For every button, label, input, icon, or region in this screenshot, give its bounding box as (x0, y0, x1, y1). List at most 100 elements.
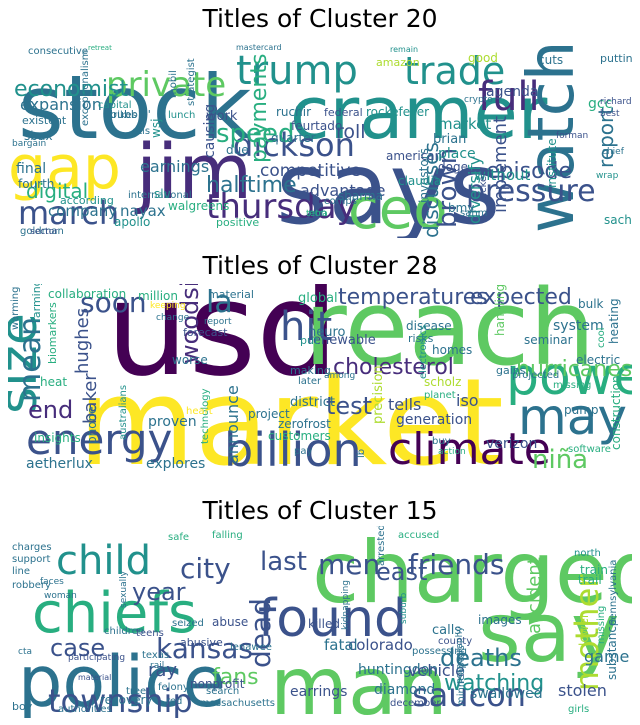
wordcloud-word: strategist (186, 58, 197, 106)
wordcloud-word: march (18, 194, 119, 232)
wordcloud-word: farming (30, 284, 43, 322)
wordcloud-word: soon (80, 286, 147, 319)
wordcloud-word: customers (268, 429, 331, 443)
wordcloud-word: goldman (20, 226, 64, 237)
wordcloud-word: watch (515, 41, 589, 233)
wordcloud-word: cholesterol (333, 355, 454, 380)
wordcloud-word: according (60, 194, 114, 207)
wordcloud-word: projected (512, 370, 559, 381)
wordcloud-word: diversify (465, 156, 484, 224)
wordcloud-word: substance (605, 619, 619, 680)
wordcloud-word: mean (13, 317, 48, 402)
wordcloud-word: county (438, 636, 472, 647)
wordcloud-word: roll (336, 121, 366, 143)
wordcloud-word: episode (486, 159, 572, 184)
wordcloud-word: sahm (460, 208, 487, 219)
wordcloud-word: technology (200, 388, 211, 444)
wordcloud-word: texas (142, 650, 169, 661)
wordcloud-word: jim (134, 127, 252, 216)
wordcloud-word: electronics (418, 325, 429, 379)
wordcloud-word: gains (496, 364, 526, 377)
wordcloud-word: sector (30, 227, 58, 237)
wordcloud-word: economist (14, 77, 128, 102)
wordcloud-word: man (270, 640, 448, 718)
wordcloud-word: bulk (578, 297, 604, 311)
wordcloud-word: exceptionalism (80, 50, 91, 126)
wordcloud-word: men (318, 548, 380, 581)
wordcloud-word: market (78, 354, 504, 480)
wordcloud-word: amazon (376, 56, 420, 69)
wordcloud-word: planet (424, 390, 456, 401)
wordcloud-word: found (258, 589, 407, 649)
wordcloud-word: fourth (18, 177, 54, 191)
wordcloud-word: expected (470, 285, 572, 310)
wordcloud-word: quarter (271, 131, 316, 145)
wordcloud-word: size (8, 313, 49, 414)
wordcloud-word: homes (432, 343, 472, 357)
wordcloud-word: richard (600, 97, 632, 107)
wordcloud-word: mother (568, 574, 606, 691)
wordcloud-word: support (12, 554, 50, 565)
wordcloud-word: iso (456, 391, 479, 410)
wordcloud-word: remain (390, 45, 418, 54)
wordcloud-word: picked (478, 169, 489, 202)
wordcloud-word: robbery (12, 580, 51, 591)
chart-title: Titles of Cluster 28 (202, 251, 438, 280)
wordcloud-word: missing (553, 380, 591, 391)
wordcloud-word: teens (136, 628, 164, 639)
wordcloud-word: search (206, 686, 239, 697)
wordcloud-word: safe (168, 532, 189, 543)
wordcloud-word: child (56, 538, 151, 584)
wordcloud-word: pennsylvania (608, 560, 619, 626)
wordcloud-word: dickson (233, 126, 355, 164)
wordcloud-word: woodside (176, 284, 204, 364)
wordcloud-word: climate (388, 424, 551, 475)
wordcloud-word: existent (22, 114, 67, 127)
wordcloud-word: vehicle (408, 661, 465, 680)
wordcloud-word: system (553, 318, 604, 334)
wordcloud-word: software (568, 444, 611, 455)
wordcloud-word: heat (40, 375, 67, 389)
wordcloud-word: halftime (206, 173, 297, 198)
wordcloud-word: aetherlux (26, 456, 93, 472)
wordcloud-word: pump (564, 403, 599, 417)
wordcloud-word: insights (34, 431, 81, 445)
wordcloud-word: tree (126, 686, 146, 697)
wordcloud-word: usd (106, 284, 339, 405)
wordcloud-word: ceo (348, 177, 448, 238)
wordcloud-word: reach (304, 284, 595, 389)
wordcloud-word: generation (396, 412, 472, 428)
wordcloud-word: missing (596, 606, 607, 644)
wordcloud-word: stock (18, 56, 252, 159)
wordcloud-word: feurtado (291, 119, 342, 133)
wordcloud-word: disease (406, 319, 452, 333)
wordcloud-word: report (594, 107, 618, 168)
wordcloud-word: felony (158, 682, 189, 693)
wordcloud-word: speed (216, 119, 295, 149)
wordcloud-word: causing (202, 104, 218, 158)
wordcloud-word: cool (596, 327, 607, 348)
wordcloud-word: material (208, 288, 254, 301)
wordcloud-word: project (248, 407, 290, 421)
wordcloud-word: hit (280, 304, 332, 350)
wordcloud-word: warming (10, 287, 21, 330)
wordcloud-word: nayax (120, 202, 166, 220)
wordcloud-word: discusses (419, 142, 443, 238)
wordcloud-word: due (226, 143, 249, 157)
wordcloud-word: baker (80, 373, 101, 424)
wordcloud-word: trump (236, 48, 358, 94)
wordcloud-word: strikes (104, 110, 137, 121)
wordcloud-word: wsj (149, 119, 163, 138)
wordcloud-word: saucon (412, 676, 526, 714)
wordcloud-word: expansion (20, 95, 102, 114)
wordcloud-word: buy (432, 436, 451, 447)
wordcloud-word: police (18, 641, 226, 718)
wordcloud-word: niña (532, 445, 588, 475)
wordcloud-word: ray (148, 660, 177, 681)
wordcloud-word: cta (18, 647, 32, 657)
wordcloud-word: participating (68, 653, 125, 663)
wordcloud-word: construction (609, 375, 623, 450)
wordcloud-word: proven (148, 414, 197, 430)
wordcloud-word: payments (247, 54, 272, 163)
wordcloud-word: later (298, 376, 322, 387)
